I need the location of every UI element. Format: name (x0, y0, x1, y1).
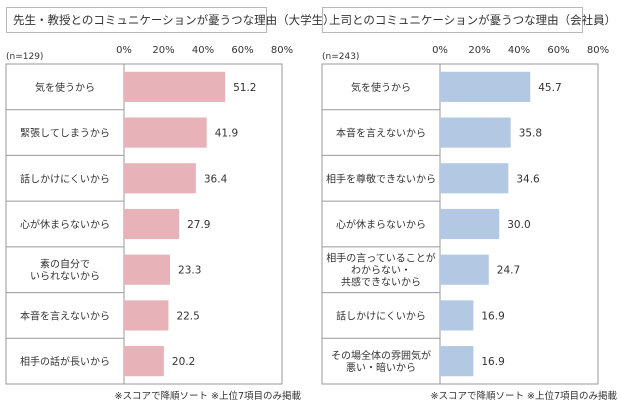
value-label: 27.9 (187, 219, 210, 231)
value-label: 23.3 (178, 265, 201, 277)
footnote: ※スコアで降順ソート ※上位7項目のみ掲載 (114, 391, 302, 402)
chart-panel-employees: 上司とのコミュニケーションが憂うつな理由（会社員） (n=243) 0% 20% 4… (316, 0, 621, 417)
bar-chart-svg: 0% 20% 40% 60% 80% 気を使うから 45.7 本音を言えないから 35.8 相手を… (321, 45, 609, 385)
plot-frame (321, 63, 599, 385)
bar (124, 254, 171, 285)
bar (124, 117, 207, 148)
category-label: 心が休まらないから (20, 218, 110, 231)
value-label: 16.9 (481, 356, 504, 368)
category-label: 気を使うから (35, 81, 95, 94)
x-tick-label: 20% (468, 45, 490, 56)
value-label: 36.4 (204, 173, 228, 185)
value-label: 41.9 (215, 128, 238, 140)
value-label: 35.8 (519, 128, 542, 140)
category-label: 相手を尊敬できないから (326, 172, 436, 185)
value-label: 16.9 (481, 310, 504, 322)
category-label: 相手の言っていることがわからない・共感できないから (326, 252, 436, 289)
chart-panel-students: 先生・教授とのコミュニケーションが憂うつな理由（大学生） (n=129) 0% 2… (0, 0, 335, 417)
bar (124, 163, 196, 194)
category-label: 相手の話が長いから (20, 355, 110, 368)
category-label: 気を使うから (351, 81, 411, 94)
category-label: 心が休まらないから (336, 218, 426, 231)
x-tick-label: 40% (192, 45, 214, 56)
x-tick-label: 0% (432, 45, 448, 56)
category-label: 緊張してしまうから (20, 128, 110, 140)
sample-size-label: (n=243) (322, 52, 360, 62)
category-label: 話しかけにくいから (336, 309, 426, 322)
x-tick-label: 0% (116, 45, 132, 56)
value-label: 24.7 (497, 265, 520, 277)
plot-frame (5, 63, 283, 385)
value-label: 34.6 (516, 173, 540, 185)
x-tick-label: 60% (547, 45, 569, 56)
x-tick-label: 20% (152, 45, 174, 56)
x-tick-label: 80% (271, 45, 293, 56)
chart-title: 上司とのコミュニケーションが憂うつな理由（会社員） (322, 7, 616, 33)
footnote: ※スコアで降順ソート ※上位7項目のみ掲載 (430, 391, 618, 402)
bar (440, 254, 489, 285)
category-label: 素の自分でいられないから (30, 258, 100, 283)
bar (440, 346, 474, 377)
bar (440, 300, 474, 331)
value-label: 30.0 (507, 219, 530, 231)
bar (440, 208, 500, 240)
x-tick-label: 60% (231, 45, 253, 56)
value-label: 45.7 (538, 82, 561, 94)
bar (440, 163, 509, 194)
bar (124, 346, 164, 377)
bar-chart-svg: 0% 20% 40% 60% 80% 気を使うから 51.2 緊張してしまうから 41.9 話しか… (5, 45, 293, 385)
category-label: その場全体の雰囲気が悪い・暗いから (331, 349, 431, 374)
x-tick-label: 40% (508, 45, 530, 56)
bar (124, 300, 169, 331)
category-label: 本音を言えないから (20, 309, 110, 322)
value-label: 20.2 (172, 356, 195, 368)
sample-size-label: (n=129) (6, 52, 44, 62)
bar (440, 117, 511, 148)
x-tick-label: 80% (587, 45, 609, 56)
value-label: 51.2 (233, 82, 256, 94)
bar (124, 71, 226, 102)
bar (440, 71, 531, 102)
category-label: 話しかけにくいから (20, 172, 110, 185)
value-label: 22.5 (176, 310, 199, 322)
bar (124, 208, 180, 240)
category-label: 本音を言えないから (336, 127, 426, 140)
chart-title: 先生・教授とのコミュニケーションが憂うつな理由（大学生） (6, 7, 335, 33)
